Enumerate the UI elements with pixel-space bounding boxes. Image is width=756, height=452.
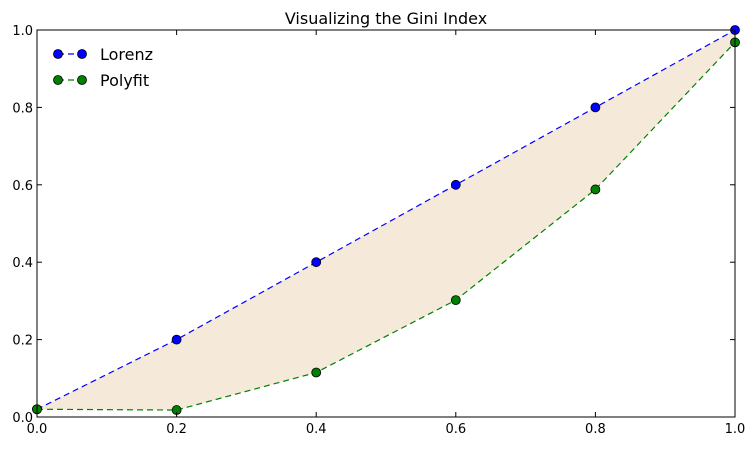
data-point-polyfit <box>311 367 322 378</box>
chart-title: Visualizing the Gini Index <box>285 9 487 28</box>
data-point-lorenz <box>171 334 182 345</box>
x-tick-label: 0.0 <box>27 422 48 437</box>
x-tick-label: 0.2 <box>166 422 187 437</box>
legend-marker-lorenz <box>53 49 63 59</box>
data-point-polyfit <box>590 184 601 195</box>
legend-label-lorenz: Lorenz <box>100 45 153 64</box>
x-tick-label: 0.8 <box>585 422 606 437</box>
legend: Lorenz Polyfit <box>53 45 153 90</box>
y-tick-label: 0.0 <box>12 411 33 426</box>
axes: 0.0 0.2 0.4 0.6 0.8 1.0 0.0 0.2 0.4 0.6 0.8 1.0 <box>12 24 745 437</box>
fill-between-area <box>37 30 735 411</box>
data-point-lorenz <box>311 257 322 268</box>
y-tick-label: 0.4 <box>12 256 33 271</box>
series-line-polyfit <box>36 41 736 411</box>
y-tick-label: 1.0 <box>12 24 33 39</box>
data-point-polyfit <box>450 295 461 306</box>
y-tick-label: 0.2 <box>12 334 33 349</box>
data-point-lorenz <box>450 179 461 190</box>
series-line-lorenz <box>36 29 736 410</box>
data-point-lorenz <box>590 102 601 113</box>
x-tick-label: 1.0 <box>725 422 746 437</box>
y-tick-label: 0.6 <box>12 179 33 194</box>
x-tick-label: 0.4 <box>306 422 327 437</box>
legend-marker-polyfit <box>53 75 63 85</box>
legend-marker-polyfit <box>77 75 87 85</box>
plot-frame <box>36 29 736 418</box>
x-tick-label: 0.6 <box>445 422 466 437</box>
legend-marker-lorenz <box>77 49 87 59</box>
y-tick-label: 0.8 <box>12 101 33 116</box>
legend-label-polyfit: Polyfit <box>100 71 149 90</box>
